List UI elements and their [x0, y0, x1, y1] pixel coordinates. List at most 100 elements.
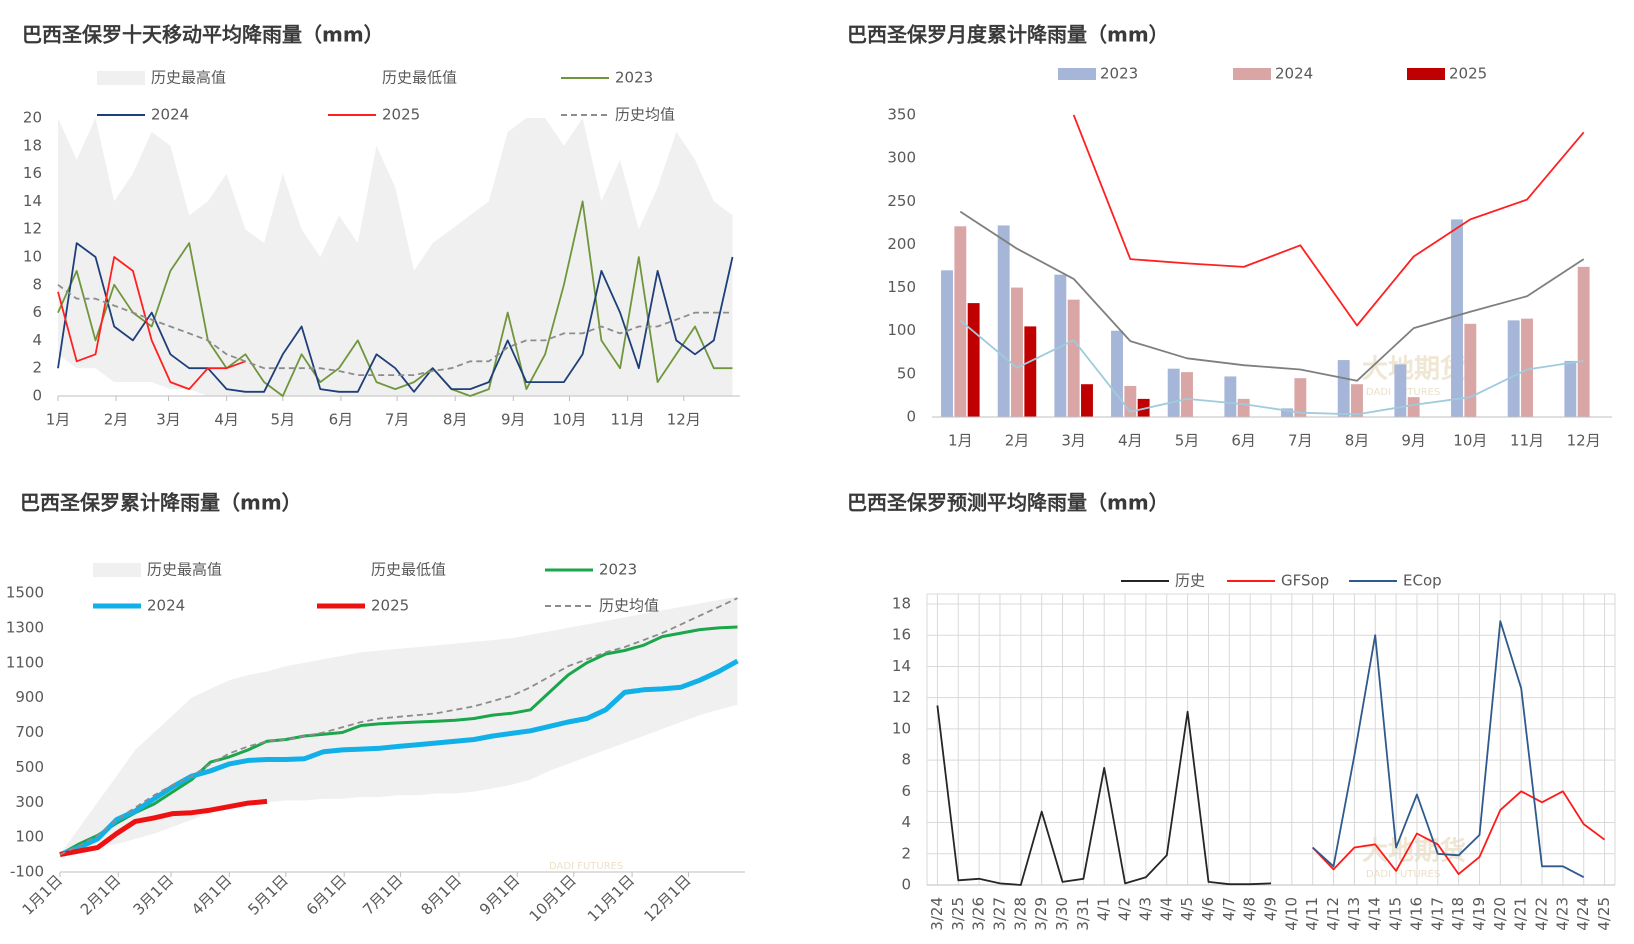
y-tick-label: 16: [23, 164, 42, 182]
x-tick-label: 4/3: [1136, 897, 1154, 921]
x-tick-label: 4/8: [1241, 897, 1259, 921]
bar: [1167, 368, 1180, 417]
x-tick-label: 3月: [156, 411, 181, 429]
legend-label: 历史均值: [599, 597, 659, 615]
x-tick-label: 11月: [611, 411, 645, 429]
x-tick-label: 4/18: [1449, 897, 1467, 931]
x-tick-label: 4/22: [1533, 897, 1551, 931]
bar: [1394, 364, 1407, 417]
x-tick-label: 12月1日: [640, 871, 694, 925]
legend-label: 2025: [1449, 65, 1487, 83]
reference-line: [1072, 114, 1585, 327]
legend-label: 历史最低值: [371, 561, 446, 579]
series-area: [58, 354, 733, 396]
bar: [1281, 408, 1293, 417]
series-line: [57, 284, 733, 376]
chart-title: 巴西圣保罗月度累计降雨量（mm）: [847, 23, 1169, 47]
bar: [954, 226, 967, 417]
x-tick-label: 6月: [1231, 432, 1256, 450]
x-tick-label: 1月: [948, 432, 973, 450]
x-tick-label: 4/23: [1553, 897, 1571, 931]
legend-label: 2024: [1275, 65, 1313, 83]
x-tick-label: 10月1日: [526, 871, 580, 925]
x-tick-label: 4/5: [1178, 897, 1196, 921]
y-tick-label: 0: [901, 876, 911, 894]
y-tick-label: 0: [906, 408, 916, 426]
y-tick-label: 100: [887, 321, 916, 339]
x-tick-label: 4/14: [1366, 897, 1384, 931]
y-tick-label: 700: [15, 723, 44, 741]
y-tick-label: 6: [901, 782, 911, 800]
x-tick-label: 12月: [1567, 432, 1601, 450]
legend-label: 历史: [1175, 572, 1205, 590]
bar: [1464, 323, 1477, 417]
x-tick-label: 4/20: [1491, 897, 1509, 931]
x-tick-label: 6月1日: [303, 871, 350, 918]
legend-label: 2025: [382, 106, 420, 124]
chart-title: 巴西圣保罗累计降雨量（mm）: [20, 491, 302, 515]
bar: [1181, 372, 1193, 417]
y-tick-label: 16: [892, 626, 911, 644]
y-tick-label: 4: [32, 331, 42, 349]
series-line: [57, 200, 733, 397]
x-tick-label: 8月: [1345, 432, 1370, 450]
x-tick-label: 10月: [552, 411, 586, 429]
y-tick-label: 1500: [6, 584, 44, 602]
x-tick-label: 4/1: [1095, 897, 1113, 921]
y-tick-label: 2: [901, 844, 911, 862]
y-tick-label: 18: [23, 136, 42, 154]
watermark: DADI FUTURES: [549, 861, 623, 872]
x-tick-label: 4/16: [1407, 897, 1425, 931]
x-tick-label: 3月: [1061, 432, 1086, 450]
series-line: [936, 705, 1272, 886]
x-tick-label: 4/12: [1324, 897, 1342, 931]
x-tick-label: 7月1日: [359, 871, 406, 918]
bar: [997, 225, 1010, 417]
bar: [1024, 326, 1037, 417]
y-tick-label: 1300: [6, 618, 44, 636]
legend-label: 2024: [147, 597, 185, 615]
x-tick-label: 4/25: [1595, 897, 1613, 931]
chart-title: 巴西圣保罗十天移动平均降雨量（mm）: [22, 23, 384, 47]
y-tick-label: 10: [23, 248, 42, 266]
series-line: [59, 658, 739, 857]
y-tick-label: 500: [15, 758, 44, 776]
legend-label: 历史最高值: [151, 69, 226, 87]
bar: [1111, 330, 1123, 417]
y-tick-label: 100: [15, 828, 44, 846]
x-tick-label: 2月: [104, 411, 129, 429]
y-tick-label: 14: [892, 657, 911, 675]
series-line: [59, 798, 268, 858]
bar: [1577, 266, 1590, 417]
x-tick-label: 7月: [1288, 432, 1313, 450]
legend-swatch: [317, 563, 365, 577]
x-tick-label: 3/28: [1011, 897, 1029, 931]
legend-swatch: [1058, 68, 1096, 80]
x-tick-label: 4/2: [1116, 897, 1134, 921]
watermark: 大地期货: [1362, 354, 1466, 385]
legend-label: 历史最高值: [147, 561, 222, 579]
x-tick-label: 5月: [271, 411, 296, 429]
x-tick-label: 10月: [1453, 432, 1487, 450]
y-tick-label: 14: [23, 192, 42, 210]
y-tick-label: 150: [887, 278, 916, 296]
bar: [1294, 378, 1307, 417]
legend-swatch: [93, 563, 141, 577]
legend-label: 2023: [615, 69, 653, 87]
y-tick-label: 900: [15, 688, 44, 706]
x-tick-label: 4/21: [1512, 897, 1530, 931]
series-line: [57, 242, 734, 393]
bar: [1067, 299, 1080, 417]
x-tick-label: 4月: [214, 411, 239, 429]
legend-label: 2023: [599, 561, 637, 579]
x-tick-label: 7月: [385, 411, 410, 429]
bar: [1407, 397, 1420, 417]
x-tick-label: 3/24: [928, 897, 946, 931]
x-tick-label: 4/9: [1262, 897, 1280, 921]
bar: [1011, 287, 1023, 417]
legend-label: 2023: [1100, 65, 1138, 83]
